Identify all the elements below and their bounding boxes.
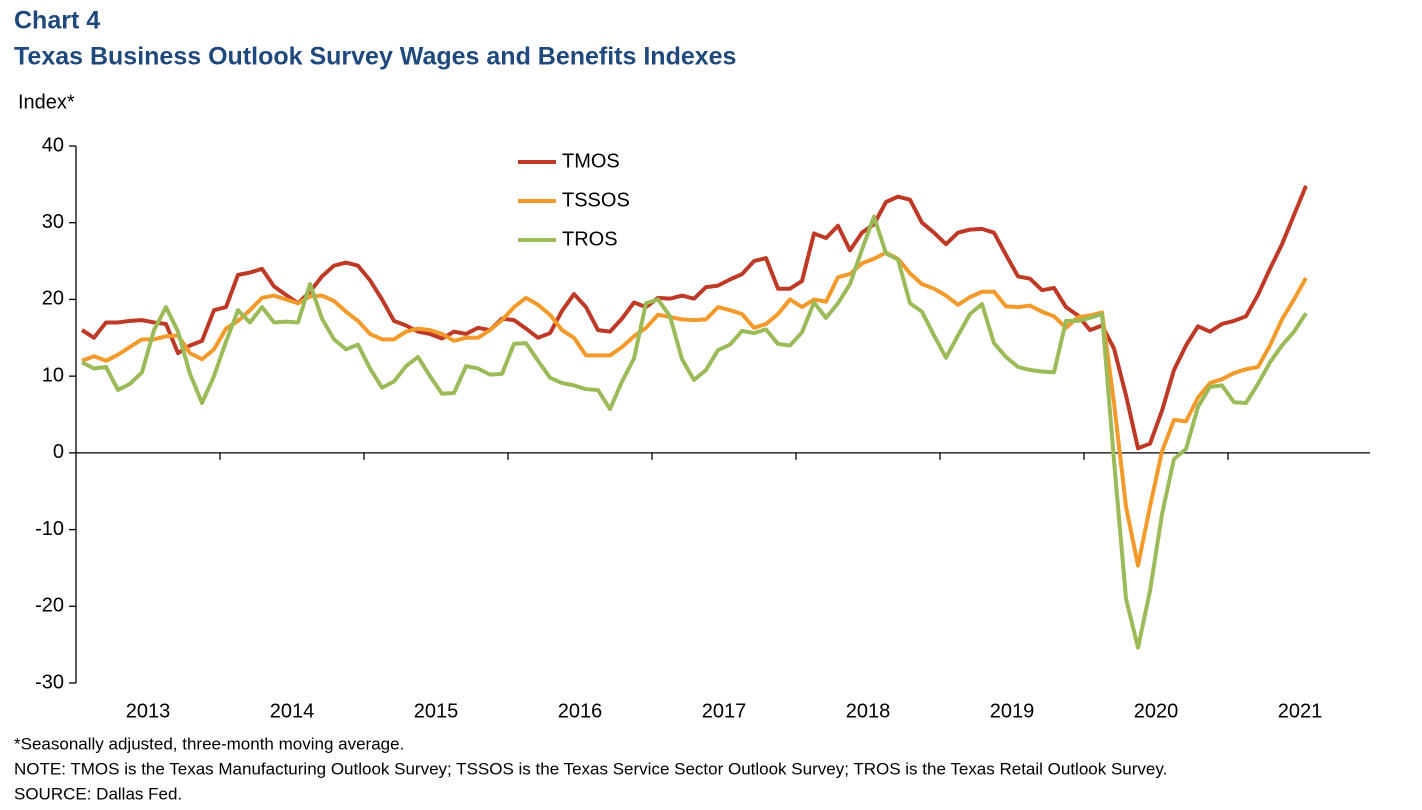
- y-axis-label: Index*: [18, 91, 75, 113]
- x-tick-label: 2014: [270, 700, 315, 722]
- x-tick-label: 2019: [990, 700, 1035, 722]
- note: *Seasonally adjusted, three-month moving…: [14, 734, 404, 753]
- x-tick-label: 2017: [702, 700, 747, 722]
- y-tick-label: 0: [53, 441, 64, 463]
- series-line: [81, 214, 1308, 650]
- y-tick-label: 30: [42, 211, 64, 233]
- x-tick-label: 2013: [126, 700, 171, 722]
- x-tick-label: 2021: [1278, 700, 1323, 722]
- chart-title: Chart 4: [14, 7, 100, 35]
- x-tick-label: 2018: [846, 700, 891, 722]
- legend-label: TROS: [562, 228, 618, 250]
- y-tick-label: 10: [42, 364, 64, 386]
- y-tick-label: 40: [42, 134, 64, 156]
- x-tick-label: 2015: [414, 700, 459, 722]
- note: NOTE: TMOS is the Texas Manufacturing Ou…: [14, 759, 1167, 778]
- x-tick-label: 2016: [558, 700, 603, 722]
- y-tick-label: -10: [35, 518, 64, 540]
- legend-label: TMOS: [562, 150, 620, 172]
- y-tick-label: -20: [35, 595, 64, 617]
- x-tick-label: 2020: [1134, 700, 1179, 722]
- y-tick-label: 20: [42, 288, 64, 310]
- chart-subtitle: Texas Business Outlook Survey Wages and …: [14, 43, 736, 71]
- series-line: [80, 185, 1308, 451]
- legend-label: TSSOS: [562, 189, 630, 211]
- y-tick-label: -30: [35, 671, 64, 693]
- note: SOURCE: Dallas Fed.: [14, 784, 182, 803]
